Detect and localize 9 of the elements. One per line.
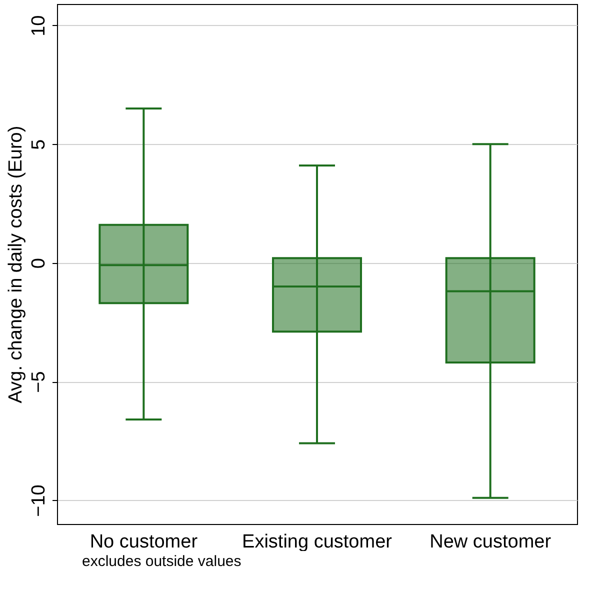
- y-tick-label: −10: [28, 484, 50, 517]
- x-tick-label: No customer: [90, 532, 198, 552]
- text: excludes outside values: [82, 553, 242, 570]
- y-axis-title: Avg. change in daily costs (Euro): [6, 126, 26, 404]
- y-tick-label: 5: [28, 139, 50, 150]
- y-tick-label: −5: [28, 371, 50, 393]
- x-tick-label: New customer: [430, 532, 552, 552]
- y-tick-label: 0: [28, 258, 50, 269]
- y-tick-label: 10: [28, 15, 50, 36]
